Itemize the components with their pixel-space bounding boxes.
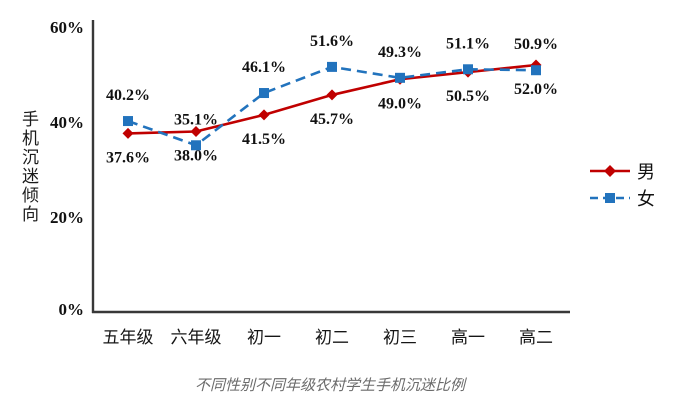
diamond-marker xyxy=(122,127,134,139)
series-layer: 37.6% 38.0%41.5%45.7%49.0% 50.5% 52.0%40.2%… xyxy=(106,33,558,166)
square-marker xyxy=(327,61,337,72)
square-marker xyxy=(531,65,541,76)
data-label: 35.1% xyxy=(174,111,218,128)
data-label: 50.9% xyxy=(514,36,558,53)
y-tick-20: 20% xyxy=(50,208,84,227)
data-label: 40.2% xyxy=(106,87,150,104)
data-label: 37.6% xyxy=(106,149,150,166)
legend-label-male: 男 xyxy=(637,161,655,182)
diamond-marker xyxy=(258,109,270,121)
x-tick-senior2: 高二 xyxy=(519,328,553,347)
y-tick-60: 60% xyxy=(50,18,84,37)
legend-item-male: 男 xyxy=(589,157,655,184)
square-marker xyxy=(191,140,201,151)
x-tick-senior1: 高一 xyxy=(451,328,485,347)
y-tick-0: 0% xyxy=(59,300,85,319)
data-label: 51.6% xyxy=(310,33,354,50)
legend-label-female: 女 xyxy=(637,188,655,209)
diamond-marker-icon xyxy=(604,164,616,177)
data-label: 49.0% xyxy=(378,95,422,112)
series-line xyxy=(127,65,537,147)
data-label: 41.5% xyxy=(242,131,286,148)
square-marker xyxy=(463,64,473,75)
legend-item-female: 女 xyxy=(589,184,655,211)
data-label: 51.1% xyxy=(446,35,490,52)
chart-title: 不同性别不同年级农村学生手机沉迷比例 xyxy=(194,378,465,394)
data-label: 45.7% xyxy=(310,111,354,128)
data-label: 46.1% xyxy=(242,59,286,76)
square-marker xyxy=(123,116,133,127)
diamond-marker xyxy=(326,89,338,101)
series-男: 37.6% 38.0% 41.5% 45.7% 49.0% 50.5% 52.0% xyxy=(106,59,558,166)
x-tick-junior2: 初二 xyxy=(315,328,349,347)
data-label: 50.5% xyxy=(446,88,490,105)
diamond-marker xyxy=(190,126,202,137)
data-label: 38.0% xyxy=(174,148,218,165)
male-series-swatch xyxy=(590,164,630,177)
data-label: 49.3% xyxy=(378,44,422,61)
legend: 男 女 xyxy=(589,157,655,211)
square-marker-icon xyxy=(605,192,615,203)
x-tick-grade5: 五年级 xyxy=(103,328,154,347)
female-series-swatch xyxy=(590,192,630,203)
x-tick-junior1: 初一 xyxy=(247,328,281,347)
data-label: 52.0% xyxy=(514,81,558,98)
x-tick-junior3: 初三 xyxy=(383,328,417,347)
x-tick-grade6: 六年级 xyxy=(171,328,222,347)
square-marker xyxy=(395,72,405,83)
series-女: 40.2% 35.1% 46.1% 51.6% 49.3% 51.1% 50.9% xyxy=(106,33,558,151)
y-axis-title: 手机沉迷倾向 xyxy=(19,110,38,224)
y-tick-40: 40% xyxy=(50,113,84,132)
square-marker xyxy=(259,88,269,99)
